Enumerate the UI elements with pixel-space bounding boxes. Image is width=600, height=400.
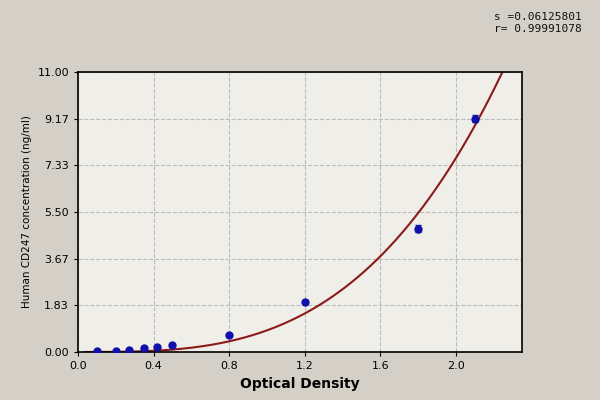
Text: s =0.06125801
r= 0.99991078: s =0.06125801 r= 0.99991078 (494, 12, 582, 34)
X-axis label: Optical Density: Optical Density (240, 376, 360, 390)
Y-axis label: Human CD247 concentration (ng/ml): Human CD247 concentration (ng/ml) (22, 116, 32, 308)
